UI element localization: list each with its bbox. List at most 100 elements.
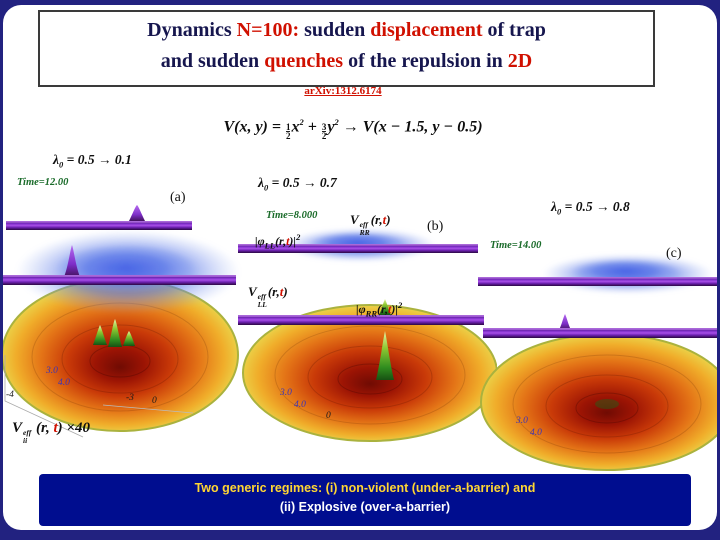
- title-segment: and sudden: [160, 50, 265, 72]
- title-segment: N=100:: [236, 19, 300, 41]
- bowl-contour: [337, 363, 403, 395]
- conclusion-text: (i) non-violent (under-a-barrier) and: [325, 481, 536, 495]
- math-part: (r,: [267, 284, 280, 299]
- math-part: λ: [53, 152, 59, 167]
- trap-bar-highlight: [238, 315, 484, 317]
- supsub: eff LL: [258, 293, 267, 308]
- trap-bar-highlight: [483, 328, 717, 330]
- panel-c-plot: [478, 254, 717, 471]
- math-part: eff: [23, 428, 32, 437]
- math-part: 2: [334, 117, 339, 127]
- density-spike: [129, 205, 145, 221]
- tick-label: -3: [126, 393, 134, 403]
- math-part: = 0.5 → 0.7: [268, 175, 337, 190]
- math-part: 0: [264, 182, 269, 193]
- slide: Dynamics N=100: sudden displacement of t…: [3, 5, 717, 530]
- trap-bar-highlight: [6, 221, 192, 223]
- panel-tag-b: (b): [427, 219, 444, 234]
- trap-bar: [478, 277, 717, 286]
- math-part: 1: [285, 122, 291, 133]
- axis-line: [4, 355, 84, 438]
- math-part: 0: [59, 159, 64, 170]
- potential-formula: V(x, y) = 1 2 x2 + 3 2 y2 → V(x − 1.5, y − 0…: [153, 117, 553, 142]
- density-peak: [108, 319, 122, 347]
- tick-label: 3.0: [516, 416, 528, 426]
- bowl-contour: [274, 325, 466, 425]
- math-part: ): [386, 212, 391, 227]
- title-line-2: and sudden quenches of the repulsion in …: [40, 46, 653, 77]
- axis-line: [102, 404, 194, 414]
- tick-label: 4.0: [530, 428, 542, 438]
- math-part: |φ: [356, 302, 366, 316]
- trap-bar: [6, 221, 192, 230]
- time-label-a: Time=12.00: [17, 177, 69, 188]
- math-part: 2: [285, 131, 291, 142]
- density-spike: [64, 245, 80, 277]
- math-part: LL: [257, 299, 267, 309]
- math-part: λ: [258, 175, 264, 190]
- title-segment: Dynamics: [147, 19, 237, 41]
- conclusion-box: Two generic regimes: (i) non-violent (un…: [39, 474, 691, 526]
- math-part: V: [350, 212, 359, 227]
- density-peak: [376, 331, 394, 380]
- math-part: 2: [321, 131, 327, 142]
- bowl-contour: [512, 354, 702, 454]
- conclusion-line-2: (ii) Explosive (over-a-barrier): [39, 498, 691, 517]
- phi-rr-label: |φRR(r,t)|2: [356, 300, 402, 318]
- lambda-quench-a: λ0 = 0.5 → 0.1: [53, 152, 132, 170]
- title-segment: of the repulsion in: [343, 50, 508, 72]
- math-part: (r,: [377, 302, 389, 316]
- density-spike: [379, 299, 391, 315]
- lambda-quench-b: λ0 = 0.5 → 0.7: [258, 175, 337, 193]
- title-segment: 2D: [507, 50, 533, 72]
- title-line-1: Dynamics N=100: sudden displacement of t…: [40, 15, 653, 46]
- phi-ll-label: |φLL(r,t)|2: [255, 232, 300, 250]
- math-part: 2: [299, 117, 304, 127]
- math-part: t: [286, 234, 290, 248]
- math-part: t: [382, 212, 387, 227]
- bowl-contour: [61, 324, 179, 394]
- math-part: x: [291, 118, 300, 136]
- tick-label: 0: [152, 396, 157, 406]
- math-part: ): [283, 284, 288, 299]
- time-label-b: Time=8.000: [266, 210, 318, 221]
- math-part: V: [248, 284, 257, 299]
- math-part: |φ: [255, 234, 265, 248]
- title-segment: quenches: [264, 50, 344, 72]
- conclusion-text: Two generic regimes:: [194, 481, 326, 495]
- tick-label: 4.0: [58, 378, 70, 388]
- density-peak: [123, 331, 135, 346]
- math-part: y: [327, 118, 335, 136]
- math-part: t: [53, 420, 58, 436]
- math-part: RR: [365, 308, 378, 319]
- math-part: 2: [296, 232, 301, 242]
- arxiv-link[interactable]: arXiv:1312.6174: [304, 85, 382, 97]
- density-peak: [93, 325, 107, 345]
- math-part: (r,: [275, 234, 287, 248]
- math-part: = 0.5 → 0.1: [63, 152, 132, 167]
- supsub: eff ii: [23, 429, 31, 444]
- math-part: V: [12, 420, 23, 436]
- bowl-contour: [545, 374, 669, 438]
- time-label-c: Time=14.00: [490, 240, 542, 251]
- math-part: V(x, y) =: [223, 118, 285, 136]
- potential-bowl: [242, 304, 497, 442]
- math-part: ii: [23, 435, 28, 445]
- trap-bar: [483, 328, 717, 338]
- conclusion-text: (ii) Explosive (over-a-barrier): [279, 500, 451, 514]
- panel-a-plot: [3, 205, 240, 438]
- lambda-quench-c: λ0 = 0.5 → 0.8: [551, 199, 630, 217]
- tick-label: 3.0: [280, 388, 292, 398]
- tick-label: -4: [6, 390, 14, 400]
- trap-bar: [3, 275, 236, 285]
- title-segment: of trap: [482, 19, 546, 41]
- panel-tag-c: (c): [666, 246, 682, 261]
- panel-b-plot: [238, 228, 497, 442]
- math-part: eff: [359, 220, 368, 229]
- panel-tag-a: (a): [170, 190, 186, 205]
